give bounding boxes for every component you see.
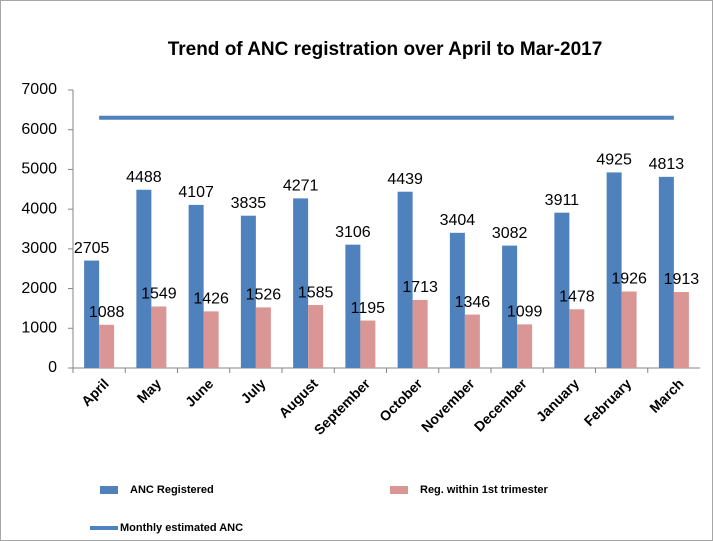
data-label: 3911 xyxy=(545,192,580,209)
y-tick-label: 5000 xyxy=(21,161,57,178)
y-tick-label: 0 xyxy=(48,359,57,376)
y-tick-label: 1000 xyxy=(21,320,57,337)
legend-swatch xyxy=(100,486,118,494)
legend-label: Monthly estimated ANC xyxy=(120,522,243,534)
bar xyxy=(397,191,413,368)
bar xyxy=(464,314,480,368)
data-label: 1585 xyxy=(298,284,334,301)
data-label: 1549 xyxy=(141,286,177,303)
bar xyxy=(517,324,533,368)
data-label: 3082 xyxy=(492,225,528,242)
bar xyxy=(293,198,309,368)
y-tick-label: 2000 xyxy=(21,280,57,297)
bar xyxy=(308,305,324,368)
data-label: 2705 xyxy=(74,240,110,257)
data-label: 4925 xyxy=(596,152,632,169)
data-label: 4271 xyxy=(283,178,319,195)
y-tick-label: 4000 xyxy=(21,200,57,217)
bar xyxy=(188,204,204,368)
bar xyxy=(240,215,256,368)
data-label: 1713 xyxy=(402,279,438,296)
bar xyxy=(255,307,271,368)
data-label: 4813 xyxy=(649,156,685,173)
data-label: 4439 xyxy=(387,171,423,188)
bar xyxy=(449,232,465,368)
chart-title: Trend of ANC registration over April to … xyxy=(168,39,603,60)
bar xyxy=(502,245,518,368)
data-label: 1088 xyxy=(89,304,125,321)
bar xyxy=(554,212,570,368)
bar xyxy=(99,324,115,368)
data-label: 4488 xyxy=(126,169,162,186)
bar xyxy=(360,320,376,368)
y-tick-label: 6000 xyxy=(21,121,57,138)
data-label: 1926 xyxy=(611,271,647,288)
y-tick-label: 3000 xyxy=(21,240,57,257)
data-label: 1526 xyxy=(246,287,282,304)
data-label: 3106 xyxy=(335,224,371,241)
bar xyxy=(606,172,622,368)
legend-label: Reg. within 1st trimester xyxy=(420,484,548,496)
bar xyxy=(621,291,637,368)
data-label: 3404 xyxy=(440,212,476,229)
data-label: 1913 xyxy=(664,271,700,288)
bar xyxy=(151,306,167,368)
bar xyxy=(569,309,585,368)
legend-label: ANC Registered xyxy=(130,484,214,496)
bar xyxy=(203,311,219,368)
bar xyxy=(412,299,428,368)
data-label: 1426 xyxy=(193,291,229,308)
bar xyxy=(673,292,689,368)
bar xyxy=(345,244,361,368)
legend-swatch xyxy=(390,486,408,494)
data-label: 3835 xyxy=(231,195,267,212)
data-label: 1099 xyxy=(507,304,543,321)
bar xyxy=(84,260,100,368)
y-tick-label: 7000 xyxy=(21,81,57,98)
data-label: 1478 xyxy=(559,289,595,306)
data-label: 1195 xyxy=(351,300,386,317)
data-label: 4107 xyxy=(178,184,214,201)
bar xyxy=(658,176,674,368)
data-label: 1346 xyxy=(455,294,491,311)
bar xyxy=(136,189,152,368)
